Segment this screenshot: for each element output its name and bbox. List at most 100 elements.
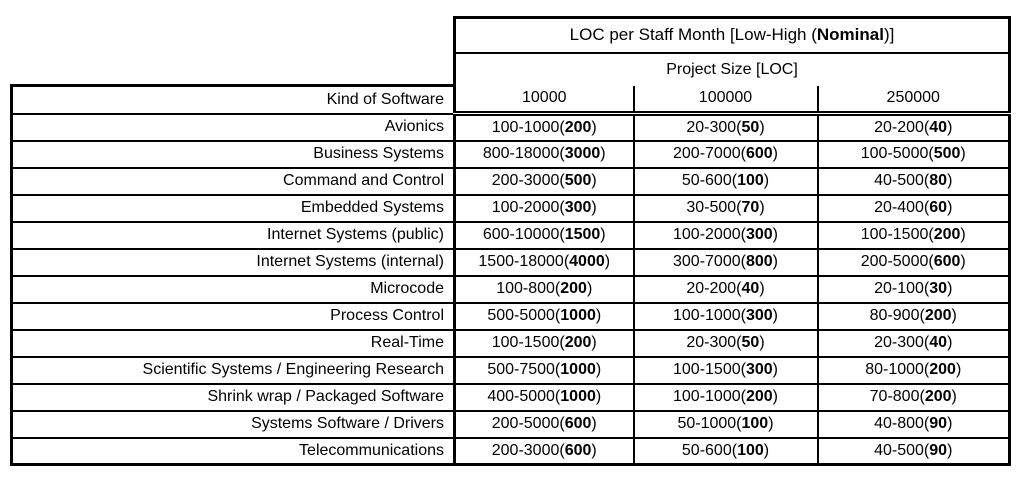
loc-range-cell: 50-600(100) — [632, 436, 819, 466]
nominal-value: 1000 — [560, 307, 596, 324]
low-high-range: 20-400( — [874, 199, 930, 216]
nominal-value: 100 — [741, 415, 769, 432]
low-high-range: 70-800( — [869, 388, 925, 405]
nominal-value: 40 — [741, 280, 760, 297]
size-column-header: 10000 — [453, 85, 634, 116]
close-paren: ) — [600, 226, 606, 243]
nominal-value: 3000 — [564, 145, 601, 162]
loc-range-cell: 80-900(200) — [816, 301, 1011, 331]
close-paren: ) — [772, 361, 778, 378]
low-high-range: 100-1500( — [673, 361, 746, 378]
low-high-range: 20-300( — [686, 118, 742, 136]
close-paren: ) — [960, 226, 966, 243]
low-high-range: 30-500( — [686, 199, 742, 216]
close-paren: ) — [595, 388, 602, 405]
nominal-value: 200 — [933, 226, 961, 243]
table-row: Scientific Systems / Engineering Researc… — [10, 355, 1011, 385]
low-high-range: 500-5000( — [487, 307, 561, 324]
software-kind-label: Process Control — [10, 301, 456, 331]
software-kind-label: Embedded Systems — [10, 193, 456, 223]
close-paren: ) — [763, 172, 770, 189]
table-header: LOC per Staff Month [Low-High (Nominal)]… — [10, 16, 1011, 116]
close-paren: ) — [586, 280, 593, 297]
nominal-value: 600 — [564, 415, 592, 432]
loc-range-cell: 20-200(40) — [816, 112, 1011, 142]
loc-range-cell: 50-1000(100) — [632, 409, 819, 439]
loc-range-cell: 20-300(40) — [816, 328, 1011, 358]
close-paren: ) — [591, 199, 597, 216]
table-row: Microcode 100-800(200) 20-200(40) 20-100(30… — [10, 274, 1011, 304]
loc-range-cell: 100-2000(300) — [632, 220, 819, 250]
loc-range-cell: 20-300(50) — [632, 112, 819, 142]
software-kind-label: Avionics — [10, 112, 456, 142]
table-row: Shrink wrap / Packaged Software 400-5000(… — [10, 382, 1011, 412]
nominal-value: 50 — [741, 118, 760, 136]
column-header-row: Kind of Software 10000 100000 250000 — [10, 84, 1011, 116]
low-high-range: 500-7500( — [487, 361, 561, 378]
close-paren: ) — [947, 280, 953, 297]
low-high-range: 800-18000( — [482, 145, 565, 162]
software-kind-label: Real-Time — [10, 328, 456, 358]
close-paren: ) — [951, 388, 957, 405]
low-high-range: 1500-18000( — [478, 253, 570, 270]
close-paren: ) — [772, 253, 778, 270]
nominal-value: 300 — [745, 226, 773, 243]
close-paren: ) — [591, 172, 597, 189]
low-high-range: 50-1000( — [677, 415, 742, 432]
low-high-range: 40-500( — [874, 172, 930, 189]
loc-range-cell: 100-1500(200) — [453, 328, 635, 358]
project-size-header: Project Size [LOC] — [453, 52, 1011, 86]
loc-range-cell: 200-5000(600) — [816, 247, 1011, 277]
loc-range-cell: 40-500(80) — [816, 166, 1011, 196]
loc-range-cell: 800-18000(3000) — [453, 139, 635, 169]
loc-range-cell: 20-300(50) — [632, 328, 819, 358]
nominal-value: 30 — [929, 280, 948, 297]
low-high-range: 100-2000( — [673, 226, 746, 243]
size-column-header: 250000 — [816, 85, 1011, 116]
blank-corner-cell — [12, 18, 455, 53]
close-paren: ) — [960, 253, 966, 270]
loc-range-cell: 1500-18000(4000) — [453, 247, 635, 277]
low-high-range: 40-500( — [874, 441, 930, 459]
loc-range-cell: 500-7500(1000) — [453, 355, 635, 385]
loc-range-cell: 200-3000(500) — [453, 166, 635, 196]
loc-range-cell: 100-800(200) — [453, 274, 635, 304]
low-high-range: 200-7000( — [673, 145, 746, 162]
nominal-value: 80 — [929, 172, 948, 189]
nominal-value: 200 — [924, 307, 952, 324]
low-high-range: 200-3000( — [491, 172, 565, 189]
loc-range-cell: 70-800(200) — [816, 382, 1011, 412]
low-high-range: 300-7000( — [673, 253, 746, 270]
close-paren: ) — [595, 307, 602, 324]
close-paren: ) — [595, 361, 602, 378]
low-high-range: 100-5000( — [860, 145, 934, 162]
low-high-range: 100-2000( — [491, 199, 565, 216]
nominal-value: 100 — [737, 172, 764, 189]
low-high-range: 200-3000( — [491, 441, 565, 459]
table-row: Embedded Systems 100-2000(300) 30-500(70) 2… — [10, 193, 1011, 223]
loc-range-cell: 100-5000(500) — [816, 139, 1011, 169]
loc-range-cell: 20-400(60) — [816, 193, 1011, 223]
close-paren: ) — [591, 441, 597, 459]
low-high-range: 20-100( — [874, 280, 930, 297]
nominal-value: 100 — [737, 441, 764, 459]
nominal-value: 50 — [741, 334, 760, 351]
table-row: Systems Software / Drivers 200-5000(600) 5… — [10, 409, 1011, 439]
close-paren: ) — [947, 415, 953, 432]
low-high-range: 20-200( — [874, 118, 930, 136]
software-kind-label: Microcode — [10, 274, 456, 304]
close-paren: ) — [947, 118, 953, 136]
close-paren: ) — [772, 307, 778, 324]
table-title-suffix: )] — [883, 25, 895, 45]
loc-range-cell: 100-1000(200) — [453, 112, 635, 142]
nominal-value: 200 — [564, 118, 592, 136]
low-high-range: 50-600( — [681, 172, 738, 189]
software-kind-label: Command and Control — [10, 166, 456, 196]
close-paren: ) — [772, 226, 778, 243]
loc-range-cell: 100-2000(300) — [453, 193, 635, 223]
low-high-range: 80-1000( — [865, 361, 930, 378]
close-paren: ) — [591, 415, 597, 432]
close-paren: ) — [759, 280, 765, 297]
software-kind-label: Systems Software / Drivers — [10, 409, 456, 439]
software-kind-label: Shrink wrap / Packaged Software — [10, 382, 456, 412]
